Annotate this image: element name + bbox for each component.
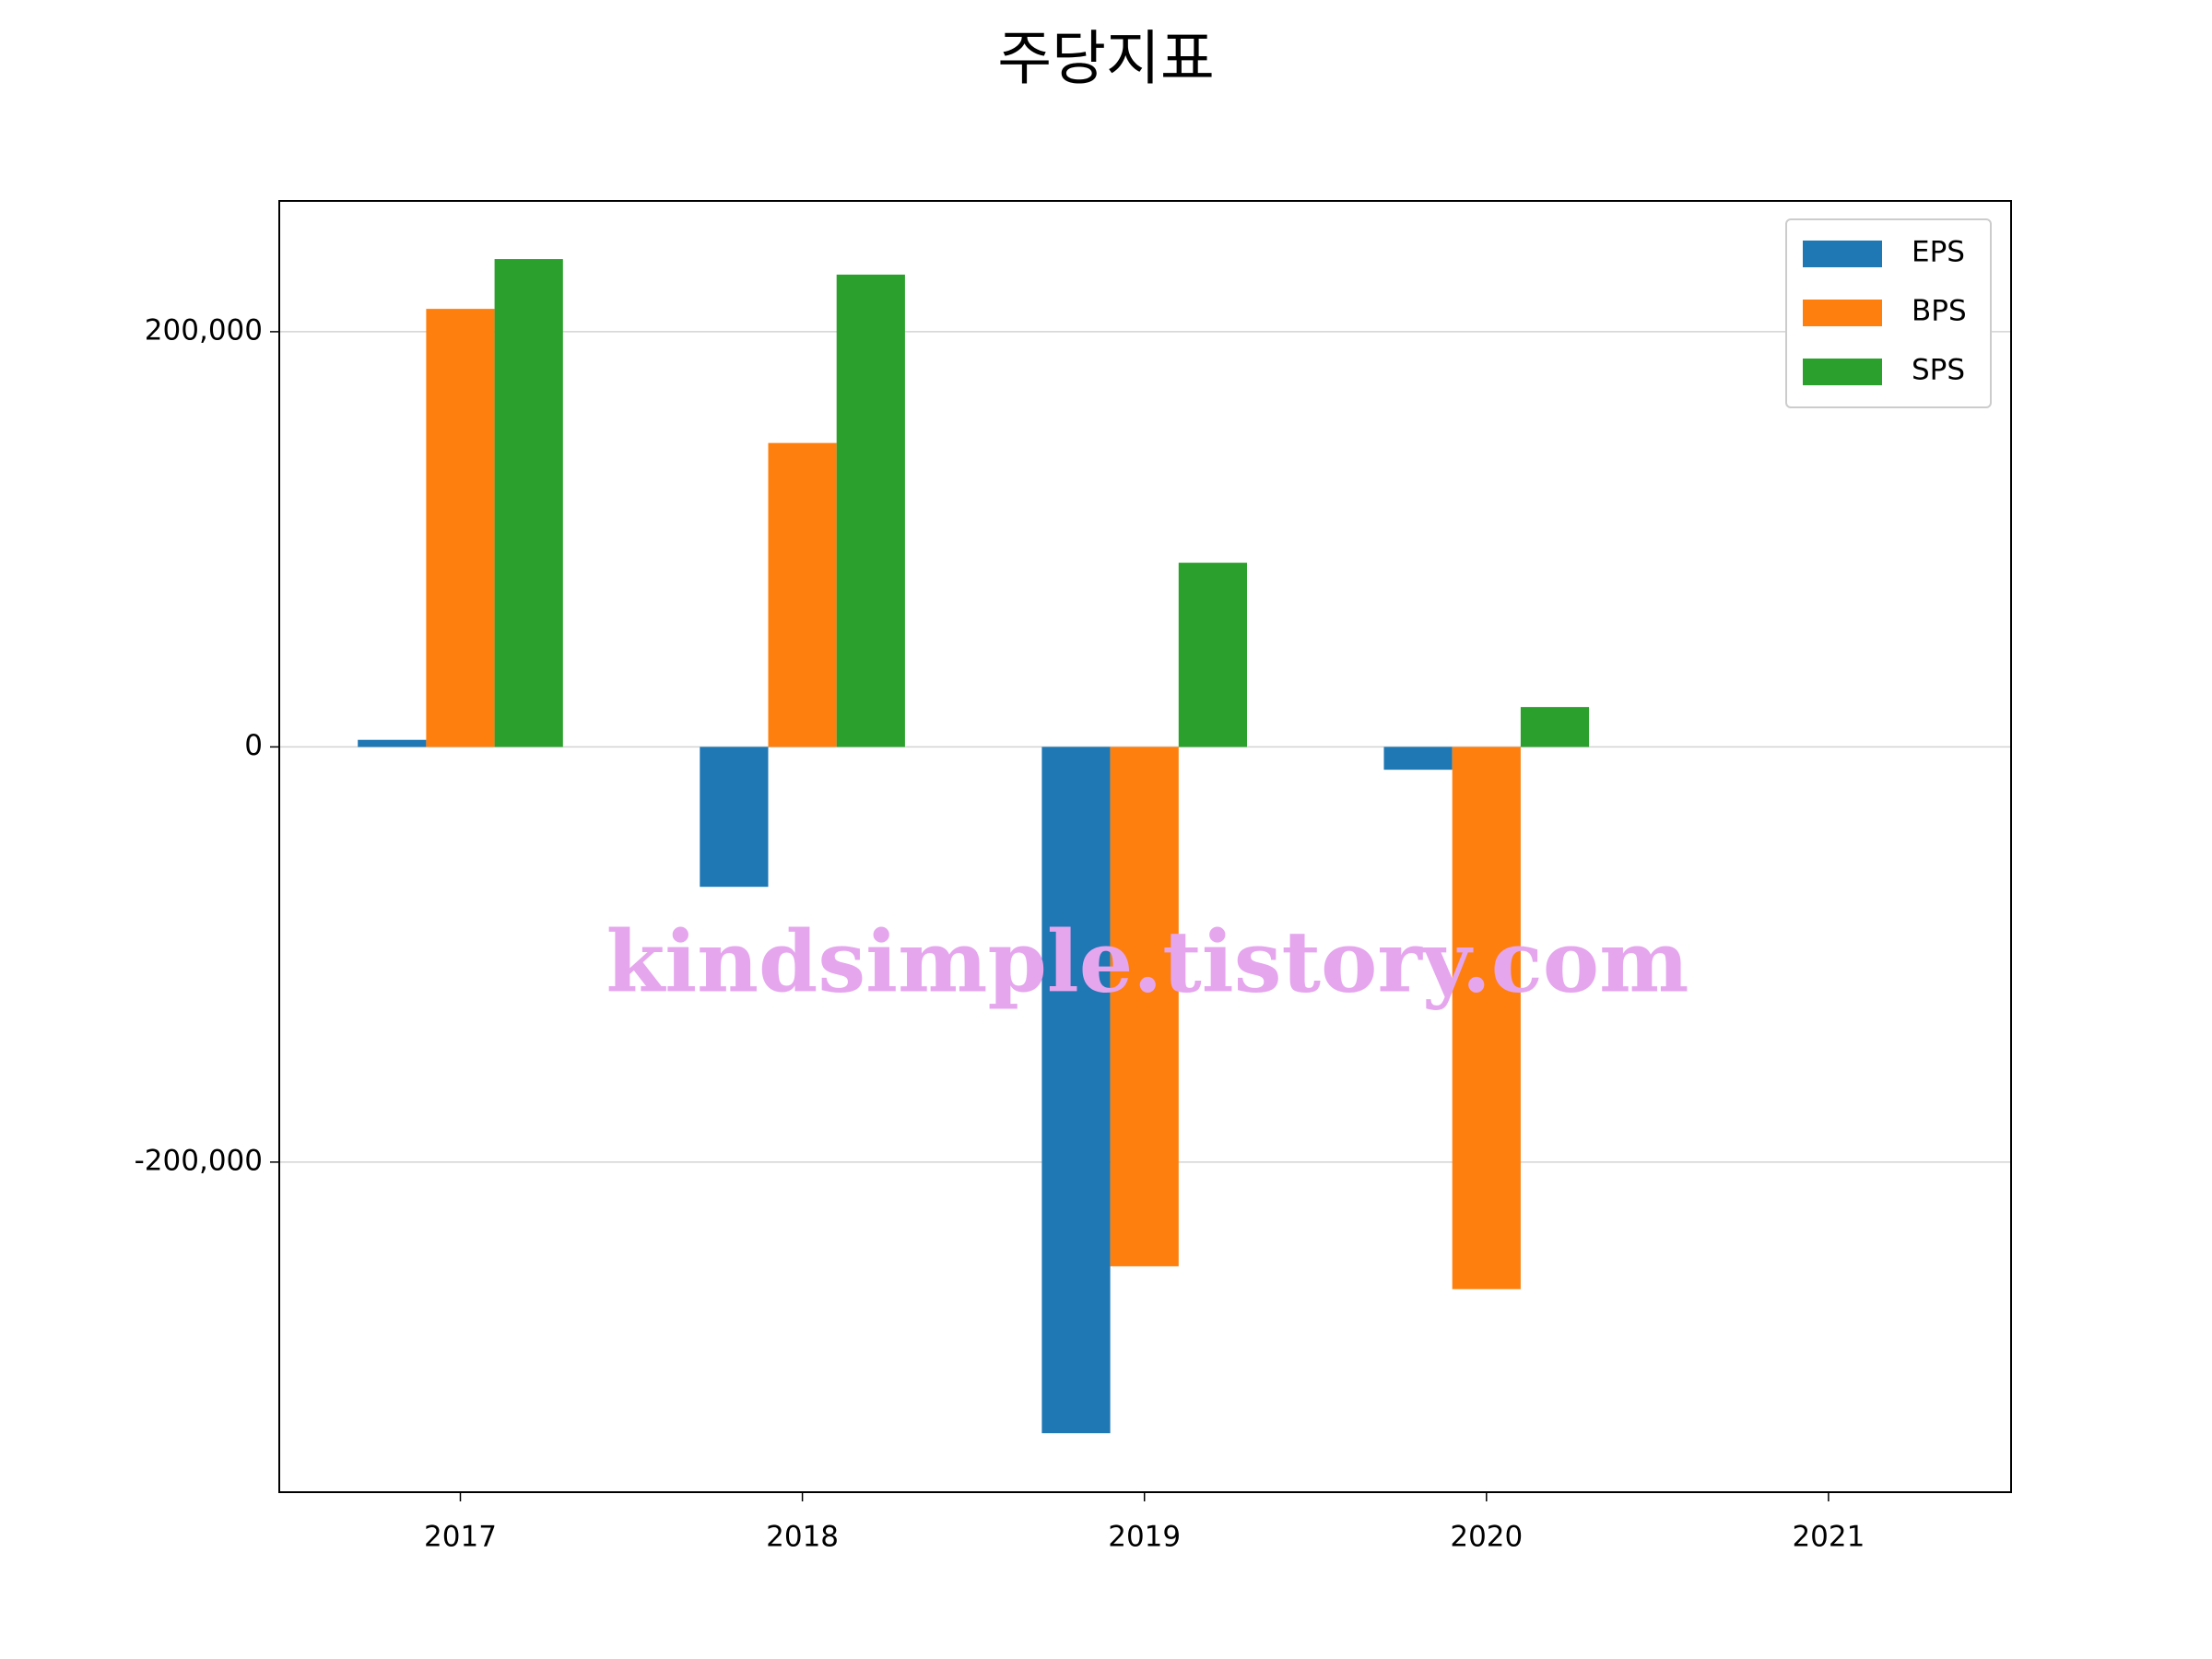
legend-swatch: [1803, 300, 1882, 326]
x-tick-label: 2019: [1108, 1521, 1181, 1554]
bar: [1520, 707, 1590, 747]
legend-swatch: [1803, 359, 1882, 385]
bar: [1041, 747, 1111, 1434]
legend-label: BPS: [1912, 295, 1967, 328]
legend-label: SPS: [1912, 354, 1965, 387]
bar: [494, 259, 563, 747]
y-tick-label: -200,000: [135, 1144, 263, 1177]
bar: [358, 739, 427, 747]
bar: [768, 442, 837, 747]
y-tick-label: 0: [244, 729, 263, 762]
bar: [1452, 747, 1521, 1289]
legend-label: EPS: [1912, 236, 1965, 269]
watermark: kindsimple.tistory.com: [606, 912, 1688, 1012]
chart-title: 주당지표: [997, 26, 1215, 94]
bar: [1383, 747, 1453, 771]
bar: [1110, 747, 1179, 1266]
legend-swatch: [1803, 241, 1882, 267]
y-tick-label: 200,000: [145, 313, 263, 347]
x-tick-label: 2017: [424, 1521, 497, 1554]
x-tick-label: 2020: [1450, 1521, 1523, 1554]
x-tick-label: 2018: [766, 1521, 839, 1554]
bar: [1178, 562, 1247, 747]
bar: [836, 274, 905, 747]
bar: [700, 747, 769, 888]
x-tick-label: 2021: [1792, 1521, 1865, 1554]
bar: [426, 309, 495, 747]
plot-frame: [278, 200, 2012, 1493]
